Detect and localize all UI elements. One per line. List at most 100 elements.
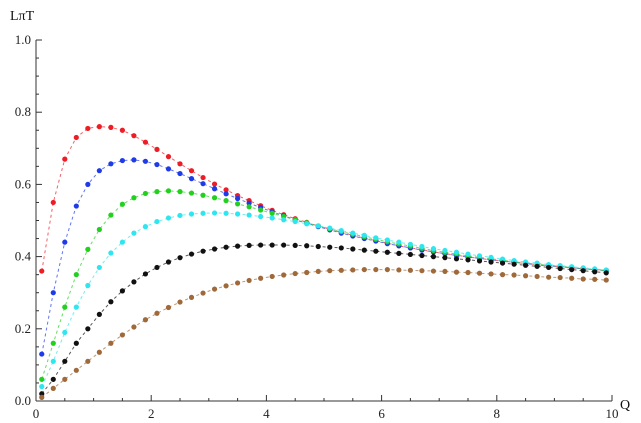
data-point bbox=[177, 161, 182, 166]
data-point bbox=[327, 268, 332, 273]
data-point bbox=[131, 133, 136, 138]
data-point bbox=[154, 162, 159, 167]
data-point bbox=[166, 215, 171, 220]
data-point bbox=[62, 330, 67, 335]
data-point bbox=[247, 204, 252, 209]
data-point bbox=[62, 240, 67, 245]
data-point bbox=[108, 212, 113, 217]
data-point bbox=[419, 244, 424, 249]
data-point bbox=[62, 359, 67, 364]
series-1 bbox=[39, 124, 609, 274]
data-point bbox=[362, 248, 367, 253]
data-point bbox=[258, 242, 263, 247]
data-point bbox=[223, 283, 228, 288]
data-point bbox=[131, 231, 136, 236]
data-point bbox=[120, 158, 125, 163]
data-point bbox=[396, 240, 401, 245]
data-point bbox=[97, 312, 102, 317]
data-point bbox=[212, 210, 217, 215]
y-tick-label: 0.6 bbox=[15, 176, 32, 191]
y-tick-label: 1.0 bbox=[15, 32, 31, 47]
data-point bbox=[51, 200, 56, 205]
data-point bbox=[97, 227, 102, 232]
data-point bbox=[293, 271, 298, 276]
data-point bbox=[212, 246, 217, 251]
data-point bbox=[581, 276, 586, 281]
data-point bbox=[74, 341, 79, 346]
data-point bbox=[362, 233, 367, 238]
data-point bbox=[166, 188, 171, 193]
series-layer bbox=[39, 124, 609, 400]
data-point bbox=[51, 377, 56, 382]
data-point bbox=[223, 191, 228, 196]
data-point bbox=[258, 207, 263, 212]
data-point bbox=[408, 268, 413, 273]
data-point bbox=[200, 181, 205, 186]
data-point bbox=[396, 251, 401, 256]
data-point bbox=[235, 196, 240, 201]
data-point bbox=[39, 351, 44, 356]
data-point bbox=[270, 274, 275, 279]
data-point bbox=[212, 195, 217, 200]
data-point bbox=[200, 249, 205, 254]
data-point bbox=[189, 176, 194, 181]
data-point bbox=[258, 214, 263, 219]
data-point bbox=[74, 272, 79, 277]
data-point bbox=[108, 125, 113, 130]
data-point bbox=[385, 237, 390, 242]
data-point bbox=[39, 268, 44, 273]
data-point bbox=[454, 250, 459, 255]
data-point bbox=[558, 266, 563, 271]
data-point bbox=[154, 265, 159, 270]
y-tick-label: 0.2 bbox=[15, 321, 31, 336]
data-point bbox=[350, 267, 355, 272]
data-point bbox=[39, 384, 44, 389]
data-point bbox=[350, 246, 355, 251]
data-point bbox=[177, 213, 182, 218]
data-point bbox=[270, 211, 275, 216]
data-point bbox=[143, 159, 148, 164]
data-point bbox=[327, 245, 332, 250]
data-point bbox=[177, 171, 182, 176]
series-line bbox=[42, 191, 606, 379]
data-point bbox=[189, 168, 194, 173]
series-line bbox=[42, 127, 606, 271]
data-point bbox=[212, 181, 217, 186]
data-point bbox=[454, 270, 459, 275]
data-point bbox=[120, 288, 125, 293]
data-point bbox=[511, 272, 516, 277]
data-point bbox=[177, 255, 182, 260]
data-point bbox=[569, 276, 574, 281]
data-point bbox=[154, 311, 159, 316]
data-point bbox=[408, 242, 413, 247]
data-point bbox=[488, 259, 493, 264]
data-point bbox=[189, 211, 194, 216]
data-point bbox=[200, 193, 205, 198]
data-point bbox=[362, 267, 367, 272]
data-point bbox=[339, 245, 344, 250]
data-point bbox=[569, 267, 574, 272]
data-point bbox=[74, 203, 79, 208]
data-point bbox=[154, 189, 159, 194]
data-point bbox=[85, 247, 90, 252]
data-point bbox=[293, 243, 298, 248]
data-point bbox=[604, 270, 609, 275]
data-point bbox=[431, 254, 436, 259]
data-point bbox=[85, 126, 90, 131]
data-point bbox=[523, 273, 528, 278]
data-point bbox=[166, 166, 171, 171]
data-point bbox=[51, 341, 56, 346]
data-point bbox=[316, 244, 321, 249]
data-point bbox=[408, 252, 413, 257]
y-tick-label: 0.4 bbox=[15, 249, 32, 264]
data-point bbox=[258, 276, 263, 281]
series-4 bbox=[39, 210, 609, 389]
data-point bbox=[339, 228, 344, 233]
data-point bbox=[247, 243, 252, 248]
data-point bbox=[85, 182, 90, 187]
data-point bbox=[131, 279, 136, 284]
data-point bbox=[143, 224, 148, 229]
data-point bbox=[143, 140, 148, 145]
data-point bbox=[120, 202, 125, 207]
data-point bbox=[477, 271, 482, 276]
